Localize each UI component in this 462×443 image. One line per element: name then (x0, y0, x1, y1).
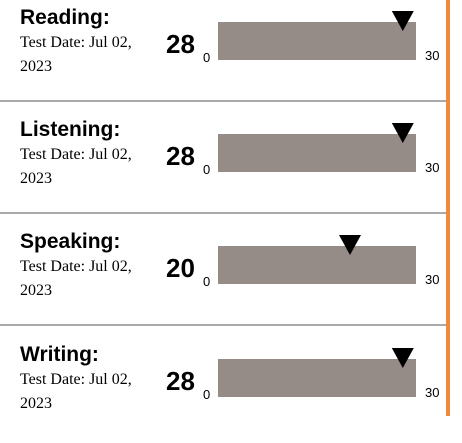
accent-line (446, 0, 450, 416)
scale-min-label: 0 (203, 274, 210, 289)
score-report: {"sections": [ {"name": "Reading:", "tes… (0, 0, 450, 416)
section-name: Speaking: (20, 230, 121, 253)
score: 28 (166, 366, 195, 396)
score-scale: 0 30 (203, 348, 439, 402)
scale-min-label: 0 (203, 387, 210, 402)
section-name: Listening: (20, 118, 121, 141)
scale-min-label: 0 (203, 50, 210, 65)
score-marker (391, 123, 414, 143)
scale-max-label: 30 (425, 48, 439, 63)
score: 28 (166, 29, 195, 59)
scale-bar (218, 22, 416, 60)
scale-bar (218, 134, 416, 172)
section: Speaking: Test Date: Jul 02, 2023 20 0 30 (0, 224, 446, 330)
section: Listening: Test Date: Jul 02, 2023 28 0 30 (0, 112, 446, 218)
test-date: Test Date: Jul 02, 2023 (20, 258, 132, 299)
score-marker (391, 11, 414, 31)
test-date: Test Date: Jul 02, 2023 (20, 371, 132, 412)
section-name: Reading: (20, 6, 110, 29)
test-date: Test Date: Jul 02, 2023 (20, 34, 132, 75)
scale-max-label: 30 (425, 272, 439, 287)
score-marker (339, 235, 361, 255)
scale-bar (218, 246, 416, 284)
score-marker (391, 348, 414, 368)
separator (0, 212, 446, 214)
separator (0, 100, 446, 102)
score: 20 (166, 253, 195, 283)
test-date: Test Date: Jul 02, 2023 (20, 146, 132, 187)
section: Reading: Test Date: Jul 02, 2023 28 0 30 (0, 0, 446, 106)
scale-max-label: 30 (425, 160, 439, 175)
scale-max-label: 30 (425, 385, 439, 400)
section-name: Writing: (20, 343, 99, 366)
score-scale: 0 30 (203, 123, 439, 177)
score: 28 (166, 141, 195, 171)
scale-bar (218, 359, 416, 397)
section: Writing: Test Date: Jul 02, 2023 28 0 30 (0, 337, 446, 443)
score-scale: 0 30 (203, 235, 439, 289)
scale-min-label: 0 (203, 162, 210, 177)
separator (0, 324, 446, 326)
score-scale: 0 30 (203, 11, 439, 65)
